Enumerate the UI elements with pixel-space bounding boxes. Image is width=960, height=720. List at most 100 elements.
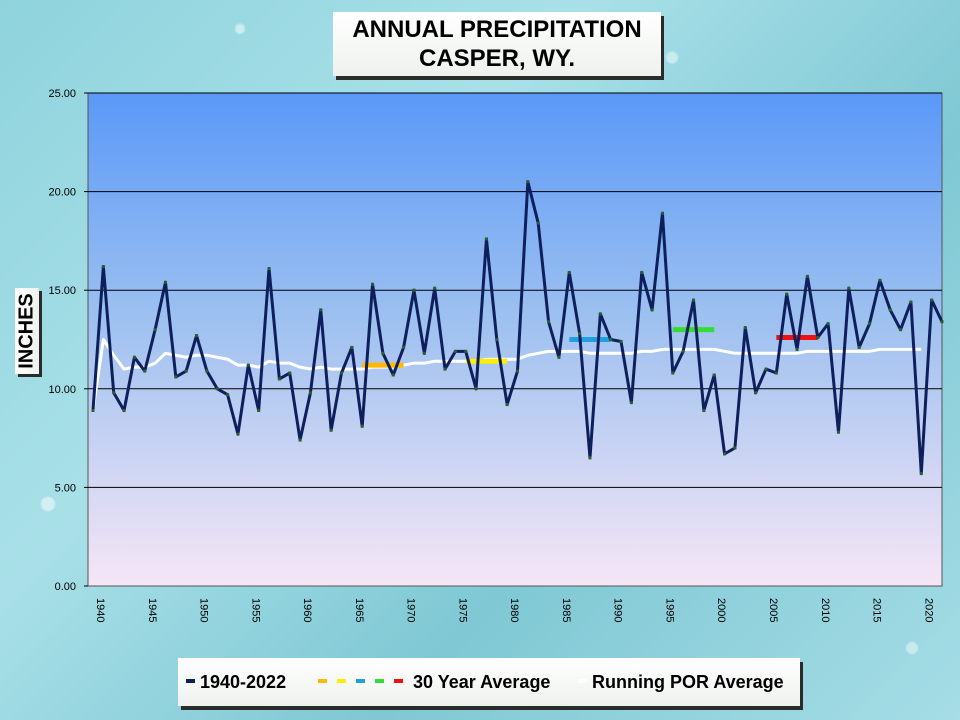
chart-title-line1: ANNUAL PRECIPITATION: [352, 16, 642, 43]
data-point: [671, 371, 675, 375]
chart-title: ANNUAL PRECIPITATION CASPER, WY.: [333, 12, 661, 76]
data-point: [402, 345, 406, 349]
x-tick-label: 2015: [871, 598, 883, 622]
legend-swatch-navy: [186, 679, 195, 684]
data-point: [557, 355, 561, 359]
data-point: [743, 326, 747, 330]
data-point: [174, 375, 178, 379]
legend-swatch: [375, 679, 384, 684]
x-tick-label: 1965: [353, 598, 365, 622]
data-point: [505, 403, 509, 407]
data-point: [143, 369, 147, 373]
y-tick-label: 15.00: [48, 285, 76, 297]
data-point: [391, 373, 395, 377]
data-point: [288, 371, 292, 375]
data-point: [132, 355, 136, 359]
data-point: [195, 334, 199, 338]
y-tick-label: 20.00: [48, 187, 76, 199]
data-point: [516, 369, 519, 373]
data-point: [609, 338, 613, 341]
data-point: [443, 367, 447, 371]
data-point: [919, 472, 923, 476]
legend-label-series3: Running POR Average: [592, 672, 784, 692]
x-tick-label: 1960: [301, 598, 313, 622]
data-point: [909, 300, 913, 304]
data-point: [578, 332, 582, 336]
legend: 1940-2022 30 Year Average Running POR Av…: [178, 658, 800, 706]
data-point: [816, 336, 820, 340]
data-point: [226, 393, 230, 397]
data-point: [453, 349, 457, 353]
data-point: [422, 351, 426, 355]
data-point: [650, 308, 654, 312]
data-point: [277, 377, 281, 381]
data-point: [536, 221, 540, 225]
data-point: [899, 328, 903, 332]
x-tick-label: 1970: [405, 598, 417, 622]
data-point: [857, 345, 861, 349]
data-point: [712, 373, 716, 377]
x-tick-label: 2000: [715, 598, 727, 622]
data-point: [826, 322, 830, 326]
legend-swatch: [356, 679, 365, 684]
data-point: [329, 428, 333, 432]
data-point: [236, 432, 240, 436]
data-point: [339, 371, 343, 375]
x-tick-label: 2020: [922, 598, 934, 622]
legend-item-series3: Running POR Average: [578, 672, 784, 693]
data-point: [267, 267, 271, 271]
data-point: [371, 282, 375, 286]
y-tick-label: 5.00: [55, 482, 76, 494]
data-point: [681, 349, 685, 353]
x-tick-label: 1995: [663, 598, 675, 622]
data-point: [598, 312, 602, 316]
data-point: [567, 270, 571, 274]
data-point: [888, 308, 892, 312]
legend-item-series2: 30 Year Average: [318, 672, 550, 693]
x-tick-label: 2010: [819, 598, 831, 622]
legend-swatch: [394, 679, 403, 684]
data-point: [484, 237, 488, 241]
data-point: [215, 387, 219, 391]
legend-swatch: [318, 679, 327, 684]
data-point: [246, 363, 250, 367]
data-point: [619, 339, 623, 343]
x-tick-label: 1975: [456, 598, 468, 622]
y-tick-label: 0.00: [55, 581, 76, 593]
data-point: [785, 292, 789, 296]
data-point: [495, 338, 499, 341]
data-point: [692, 298, 696, 302]
data-point: [702, 408, 706, 412]
data-point: [805, 274, 809, 278]
legend-label-series2: 30 Year Average: [413, 672, 551, 692]
data-point: [878, 278, 882, 282]
data-point: [184, 369, 188, 373]
data-point: [412, 288, 416, 292]
data-point: [464, 349, 468, 353]
data-point: [360, 424, 364, 428]
data-point: [547, 320, 551, 324]
data-point: [764, 367, 768, 371]
x-tick-label: 1950: [198, 598, 210, 622]
data-point: [847, 286, 851, 290]
data-point: [308, 391, 312, 395]
data-point: [153, 328, 157, 332]
legend-swatch-white: [578, 679, 587, 684]
x-tick-label: 1945: [146, 598, 158, 622]
data-point: [319, 308, 323, 312]
data-point: [350, 345, 354, 349]
data-point: [836, 430, 840, 434]
data-point: [112, 391, 116, 395]
x-tick-label: 1980: [508, 598, 520, 622]
data-point: [733, 446, 737, 450]
data-point: [257, 408, 261, 412]
data-point: [163, 280, 167, 284]
data-point: [868, 322, 872, 326]
data-point: [526, 180, 530, 184]
legend-item-series1: 1940-2022: [186, 672, 286, 693]
data-point: [205, 369, 209, 373]
data-point: [381, 351, 385, 355]
x-tick-label: 1990: [612, 598, 624, 622]
data-point: [629, 401, 633, 405]
data-point: [940, 320, 944, 324]
